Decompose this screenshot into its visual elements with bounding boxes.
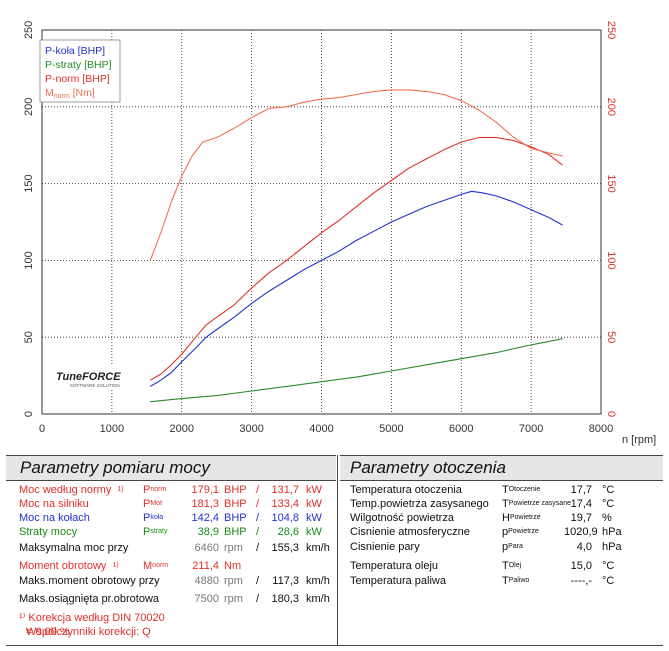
y-right-tick-label: 100: [605, 251, 617, 269]
svg-text:TuneFORCE: TuneFORCE: [56, 371, 121, 383]
y-right-tick-label: 200: [605, 98, 617, 116]
tuneforce-logo: TuneFORCE SOFTWARE SOLUTION: [52, 366, 122, 388]
environment-params-title: Parametry otoczenia: [350, 458, 506, 477]
x-tick-label: 0: [39, 423, 45, 435]
x-axis-label: n [rpm]: [622, 434, 656, 446]
svg-text:SOFTWARE SOLUTION: SOFTWARE SOLUTION: [70, 383, 120, 388]
x-tick-label: 2000: [170, 423, 194, 435]
x-tick-label: 6000: [449, 423, 473, 435]
x-tick-label: 5000: [379, 423, 403, 435]
y-left-tick-label: 150: [23, 174, 35, 192]
engine-params-title: Parametry pomiaru mocy: [20, 458, 210, 477]
y-left-tick-label: 0: [23, 411, 35, 417]
x-tick-label: 7000: [519, 423, 543, 435]
series-line-1: [150, 338, 563, 403]
power-torque-chart: 0 50 100 150 200 250 0 50 100 150 200 250 0 1000 200…: [23, 20, 657, 446]
y-right-tick-label: 250: [605, 21, 617, 39]
left-axis-ticks: 0 50 100 150 200 250: [23, 21, 35, 417]
tables-body: [6, 479, 663, 646]
y-right-tick-label: 50: [605, 331, 617, 343]
y-left-tick-label: 200: [23, 98, 35, 116]
y-left-tick-label: 100: [23, 251, 35, 269]
environment-params-header: Parametry otoczenia: [340, 455, 663, 481]
x-tick-label: 1000: [100, 423, 124, 435]
engine-params-header: Parametry pomiaru mocy: [6, 455, 336, 481]
tables-divider: [337, 455, 338, 645]
x-tick-label: 8000: [589, 423, 613, 435]
right-axis-ticks: 0 50 100 150 200 250: [605, 21, 617, 417]
series-line-2: [150, 136, 563, 381]
legend-item-wheel-power: P-koła [BHP]: [45, 45, 105, 57]
legend-item-norm-torque: Mnorm [Nm]: [45, 87, 95, 100]
x-axis-ticks: 0 1000 2000 3000 4000 5000 6000 7000 8000: [39, 423, 613, 435]
series-line-3: [149, 89, 563, 261]
legend-item-loss-power: P-straty [BHP]: [45, 59, 112, 71]
y-left-tick-label: 50: [23, 331, 35, 343]
x-tick-label: 4000: [309, 423, 333, 435]
x-tick-label: 3000: [239, 423, 263, 435]
y-right-tick-label: 0: [605, 411, 617, 417]
series-line-0: [150, 190, 563, 387]
legend: P-koła [BHP] P-straty [BHP] P-norm [BHP]…: [39, 39, 121, 103]
legend-item-norm-power: P-norm [BHP]: [45, 73, 110, 85]
y-right-tick-label: 150: [605, 174, 617, 192]
series-layer: [149, 89, 563, 403]
y-left-tick-label: 250: [23, 21, 35, 39]
